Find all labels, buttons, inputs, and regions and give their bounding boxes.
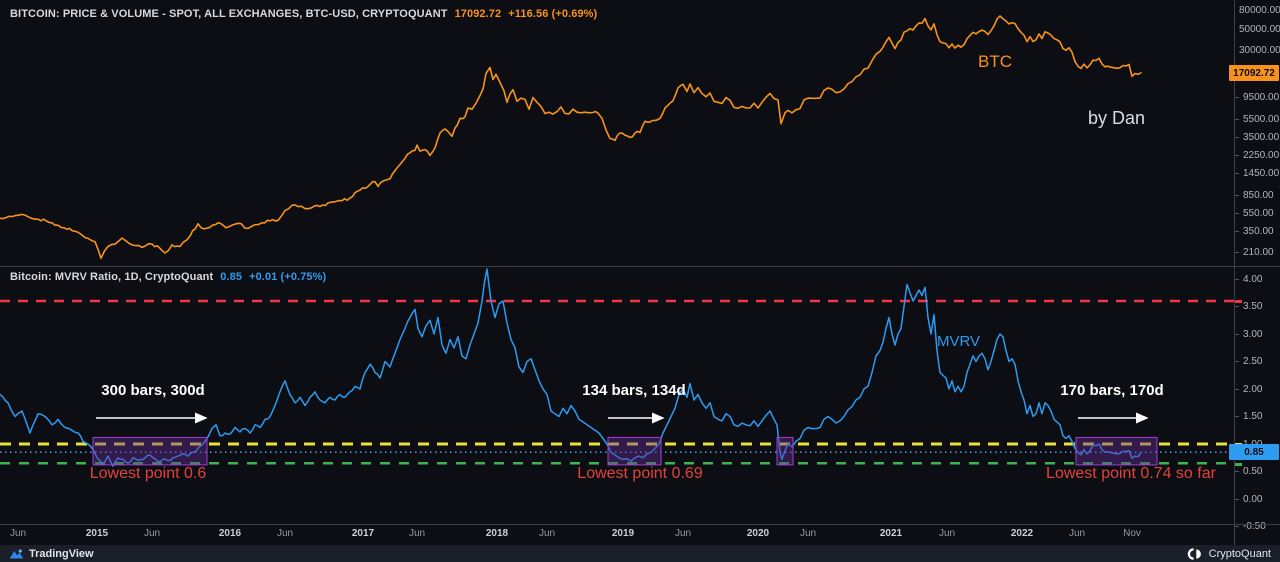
time-axis-label[interactable]: Jun	[9, 528, 27, 539]
price-scale-tick: 9500.00	[1235, 91, 1280, 103]
cryptoquant-attribution-link[interactable]: CryptoQuant	[1187, 548, 1271, 560]
price-scale-tick: 1450.00	[1235, 167, 1280, 179]
time-axis-label[interactable]: 2022	[1010, 528, 1034, 539]
mvrv-scale-tick: 4.00	[1235, 273, 1280, 285]
annotation-bar-count: 170 bars, 170d	[1060, 382, 1164, 399]
btc-price-pane[interactable]: BITCOIN: PRICE & VOLUME - SPOT, ALL EXCH…	[0, 0, 1234, 266]
mvrv-scale-tick: 3.00	[1235, 328, 1280, 340]
mvrv-scale-tick: -0.50	[1235, 520, 1280, 532]
time-axis-label[interactable]: 2021	[879, 528, 903, 539]
cryptoquant-label: CryptoQuant	[1208, 547, 1271, 560]
annotation-lowest-point: Lowest point 0.6	[89, 465, 207, 482]
price-scale-tick: 850.00	[1235, 189, 1280, 201]
level-scale-tick	[1235, 463, 1242, 466]
mvrv-scale-tick: 2.50	[1235, 355, 1280, 367]
time-axis-label[interactable]: Jun	[143, 528, 161, 539]
mvrv-last-value: 0.85	[220, 271, 243, 283]
mvrv-current-value-label: 0.85	[1229, 444, 1279, 460]
mvrv-line-chart[interactable]	[0, 266, 1234, 524]
time-axis-label[interactable]: Jun	[799, 528, 817, 539]
tradingview-label: TradingView	[29, 547, 94, 560]
mvrv-scale-tick: 1.50	[1235, 410, 1280, 422]
mvrv-scale-tick: 3.50	[1235, 300, 1280, 312]
btc-pane-header: BITCOIN: PRICE & VOLUME - SPOT, ALL EXCH…	[10, 8, 597, 20]
time-axis-label[interactable]: 2016	[218, 528, 242, 539]
btc-last-price: 17092.72	[454, 8, 502, 20]
price-scale-tick: 50000.00	[1235, 23, 1280, 35]
time-axis-label[interactable]: 2017	[351, 528, 375, 539]
btc-current-price-label: 17092.72	[1229, 65, 1279, 81]
price-scale-tick: 2250.00	[1235, 149, 1280, 161]
bottom-toolbar: TradingView CryptoQuant	[0, 545, 1280, 562]
price-scale-tick: 3500.00	[1235, 131, 1280, 143]
annotation-lowest-point: Lowest point 0.69	[577, 465, 703, 482]
level-scale-tick	[1235, 300, 1242, 303]
time-axis[interactable]: Jun 2015 Jun 2016 Jun 2017 Jun 2018 Jun 2019 Jun 20…	[0, 524, 1234, 545]
time-axis-label[interactable]: 2018	[485, 528, 509, 539]
mvrv-pane-header: Bitcoin: MVRV Ratio, 1D, CryptoQuant 0.8…	[10, 271, 326, 283]
mvrv-value-change: +0.01 (+0.75%)	[249, 271, 327, 283]
btc-pane-title: BITCOIN: PRICE & VOLUME - SPOT, ALL EXCH…	[10, 8, 448, 20]
btc-price-line-chart[interactable]	[0, 0, 1234, 266]
mvrv-pane-title: Bitcoin: MVRV Ratio, 1D, CryptoQuant	[10, 271, 214, 283]
annotation-bar-count: 134 bars, 134d	[582, 382, 686, 399]
time-axis-label[interactable]: 2020	[746, 528, 770, 539]
price-scale-tick: 30000.00	[1235, 44, 1280, 56]
time-axis-label[interactable]: Nov	[1123, 528, 1141, 539]
cryptoquant-logo-icon	[1187, 547, 1201, 560]
price-scale-tick: 210.00	[1235, 246, 1280, 258]
btc-line-label: BTC	[978, 52, 1012, 71]
tradingview-logo-icon	[9, 548, 24, 558]
annotation-bar-count: 300 bars, 300d	[101, 382, 205, 399]
mvrv-scale-tick: 2.00	[1235, 383, 1280, 395]
time-axis-label[interactable]: Jun	[408, 528, 426, 539]
price-scale-tick: 5500.00	[1235, 113, 1280, 125]
price-scale[interactable]: 80000.00 50000.00 30000.00 9500.00 5500.00 35…	[1229, 0, 1280, 545]
annotation-lowest-point: Lowest point 0.74 so far	[1046, 465, 1216, 482]
time-axis-label[interactable]: 2015	[85, 528, 109, 539]
time-axis-label[interactable]: Jun	[938, 528, 956, 539]
mvrv-scale-tick: 0.50	[1235, 465, 1280, 477]
time-axis-label[interactable]: Jun	[538, 528, 556, 539]
pane-divider[interactable]	[0, 266, 1280, 267]
time-axis-label[interactable]: Jun	[276, 528, 294, 539]
time-axis-label[interactable]: Jun	[1068, 528, 1086, 539]
price-scale-tick: 550.00	[1235, 207, 1280, 219]
btc-price-change: +116.56 (+0.69%)	[508, 8, 598, 20]
price-scale-tick: 80000.00	[1235, 4, 1280, 16]
time-axis-label[interactable]: Jun	[674, 528, 692, 539]
time-axis-divider	[0, 524, 1280, 525]
tradingview-attribution-link[interactable]: TradingView	[9, 548, 94, 560]
time-axis-label[interactable]: 2019	[611, 528, 635, 539]
price-scale-tick: 350.00	[1235, 225, 1280, 237]
mvrv-pane[interactable]: 300 bars, 300d 134 bars, 134d 170 bars, 17…	[0, 266, 1234, 524]
author-watermark: by Dan	[1088, 108, 1146, 128]
mvrv-scale-tick: 0.00	[1235, 493, 1280, 505]
mvrv-line-label: MVRV	[937, 333, 981, 350]
